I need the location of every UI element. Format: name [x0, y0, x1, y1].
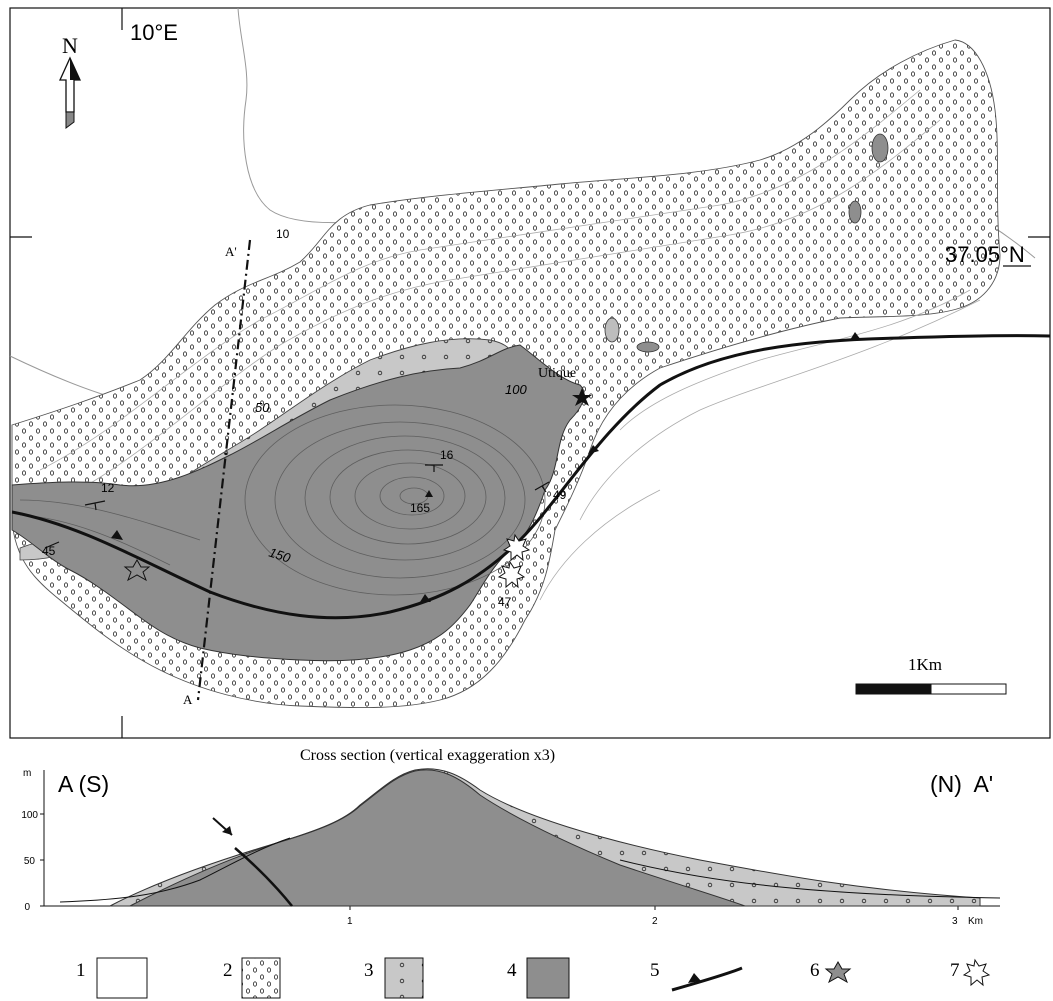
contour-label-50: 50 [255, 400, 270, 415]
section-end-label-map: A' [225, 244, 237, 259]
legend: 1 2 3 4 5 6 7 [76, 957, 991, 999]
scale-label: 1Km [908, 655, 942, 674]
map-panel: N 10°E 37.05°N A' A Utique 10 50 100 150… [9, 7, 1051, 739]
legend-item-6: 6 [810, 960, 852, 984]
place-name-utique: Utique [538, 366, 576, 381]
contour-label-100: 100 [505, 382, 527, 397]
filled-star-site [123, 558, 151, 582]
summit-elevation: 165 [410, 501, 430, 515]
unit-4-dark-outcrop [11, 344, 585, 662]
cross-section-left-label: A (S) [58, 771, 109, 797]
section-fault-arrow-head [222, 826, 232, 835]
latitude-label: 37.05°N [945, 242, 1025, 267]
y-tick-100: 100 [21, 810, 38, 821]
contour-label-150: 150 [267, 545, 293, 566]
legend-number-7: 7 [950, 960, 960, 981]
legend-thrust-line [671, 966, 743, 992]
legend-number-3: 3 [364, 960, 374, 981]
cross-section-panel: Cross section (vertical exaggeration x3)… [21, 747, 1001, 927]
outcrop-contours [19, 404, 546, 596]
cross-section-right-label: (N) A' [930, 771, 993, 797]
section-line-a-a-prime [196, 239, 252, 701]
dip-value-47: 47 [498, 595, 512, 609]
north-arrow [58, 56, 82, 129]
legend-item-4: 4 [507, 957, 570, 999]
x-tick-2: 2 [652, 916, 658, 927]
dip-value-49: 49 [553, 488, 567, 502]
x-tick-3: 3 [952, 916, 958, 927]
y-tick-0: 0 [24, 902, 30, 913]
legend-thrust-tooth [688, 973, 701, 983]
longitude-label: 10°E [130, 20, 178, 45]
scale-bar-black [855, 683, 932, 695]
section-surface-west [59, 837, 291, 903]
cross-section-title: Cross section (vertical exaggeration x3) [300, 747, 555, 764]
legend-swatch-blank [96, 957, 148, 999]
legend-swatch-dark-grey [526, 957, 570, 999]
legend-swatch-light-grey [384, 957, 424, 999]
legend-item-1: 1 [76, 957, 148, 999]
legend-number-1: 1 [76, 960, 86, 981]
section-fault-line [234, 847, 293, 907]
legend-item-3: 3 [364, 957, 424, 999]
legend-filled-star [824, 960, 852, 984]
lens-2 [848, 200, 862, 224]
scale-bar-white [930, 683, 1007, 695]
dotted-area-contours [39, 89, 981, 601]
contour-label-10: 10 [276, 227, 290, 241]
x-axis-ticks [349, 906, 959, 910]
utique-site-star [572, 388, 592, 406]
dip-value-12: 12 [101, 481, 115, 495]
legend-number-4: 4 [507, 960, 517, 981]
x-tick-1: 1 [347, 916, 353, 927]
open-star-sites [497, 533, 531, 589]
dip-value-45: 45 [42, 544, 56, 558]
x-axis-unit: Km [968, 916, 983, 927]
y-axis-ticks [40, 813, 44, 907]
legend-open-star [962, 958, 991, 987]
legend-number-5: 5 [650, 960, 660, 981]
legend-item-5: 5 [650, 960, 743, 992]
thrust-fault-teeth [111, 332, 861, 602]
legend-number-6: 6 [810, 960, 820, 981]
lens-3 [604, 317, 620, 343]
section-surface-east [619, 859, 1001, 899]
section-unit-4-layer [129, 769, 746, 907]
dip-symbols [44, 464, 550, 549]
legend-number-2: 2 [223, 960, 233, 981]
summit-marker [425, 490, 433, 497]
section-start-label-map: A [183, 692, 193, 707]
y-tick-50: 50 [24, 856, 36, 867]
north-label: N [62, 33, 78, 58]
dip-value-16: 16 [440, 448, 454, 462]
legend-item-2: 2 [223, 957, 281, 999]
lens-1 [871, 133, 889, 163]
legend-swatch-dotted [241, 957, 281, 999]
legend-item-7: 7 [950, 958, 991, 987]
lens-4 [636, 341, 660, 353]
y-axis-unit: m [23, 768, 31, 779]
